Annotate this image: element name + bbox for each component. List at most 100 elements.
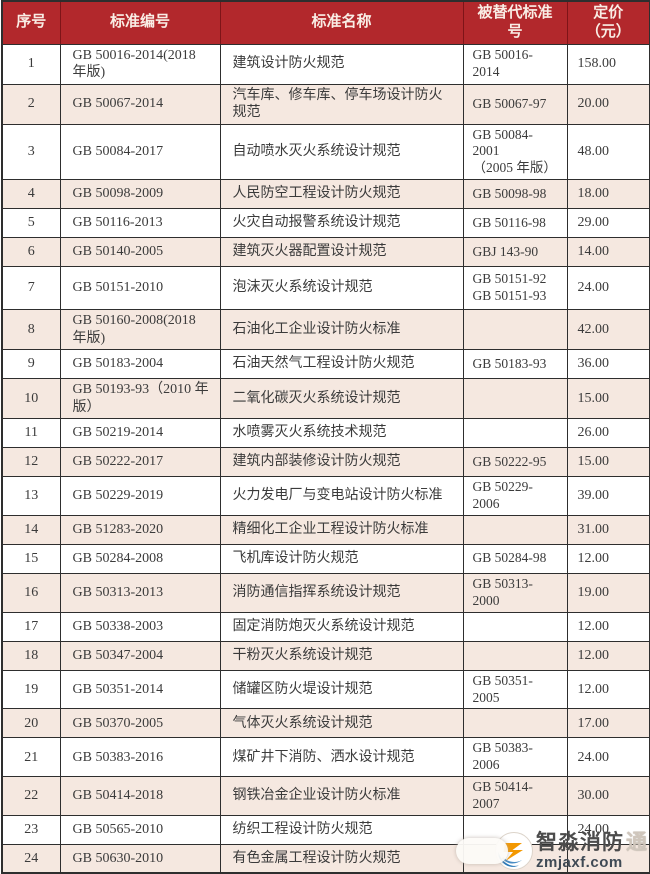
cell-name: 人民防空工程设计防火规范 (219, 179, 464, 210)
cell-name: 泡沫灭火系统设计规范 (219, 266, 464, 311)
cell-name: 纺织工程设计防火规范 (219, 814, 464, 845)
table-row: 5 GB 50116-2013 火灾自动报警系统设计规范 GB 50116-98 29.… (1, 208, 650, 239)
cell-name: 消防通信指挥系统设计规范 (219, 572, 464, 613)
cell-name: 火灾自动报警系统设计规范 (219, 208, 464, 239)
cell-code: GB 50219-2014 (59, 418, 221, 449)
cell-code: GB 50067-2014 (59, 83, 221, 125)
cell-replaced (462, 611, 568, 642)
table-row: 15 GB 50284-2008 飞机库设计防火规范 GB 50284-98 12.00 (1, 543, 650, 574)
cell-replaced (462, 378, 568, 420)
table-row: 16 GB 50313-2013 消防通信指挥系统设计规范 GB 50313-2000… (1, 572, 650, 613)
cell-price: 29.00 (566, 208, 650, 239)
cell-price: 20.00 (566, 83, 650, 125)
watermark-domain: zmjaxf.com (536, 854, 623, 872)
cell-replaced: GB 50151-92 GB 50151-93 (462, 266, 568, 311)
cell-replaced: GB 50098-98 (462, 179, 568, 210)
cell-code: GB 50016-2014(2018 年版) (59, 43, 221, 85)
cell-replaced: GB 50313-2000 (462, 572, 568, 613)
watermark-text: 智淼消防 通 zmjaxf.com (536, 830, 648, 872)
cell-no: 14 (1, 514, 61, 545)
cell-price: 12.00 (566, 669, 650, 710)
watermark-brand-main: 智淼消防 (536, 830, 624, 854)
cell-no: 21 (1, 737, 61, 778)
cell-replaced: GB 50222-95 (462, 447, 568, 478)
cell-name: 二氧化碳灭火系统设计规范 (219, 378, 464, 420)
cell-name: 钢铁冶金企业设计防火标准 (219, 776, 464, 816)
cell-replaced (462, 309, 568, 351)
watermark: 智淼消防 通 zmjaxf.com (456, 831, 648, 871)
cell-price: 17.00 (566, 708, 650, 739)
table-header-row: 序号 标准编号 标准名称 被替代标准号 定价（元） (1, 0, 650, 45)
cell-code: GB 51283-2020 (59, 514, 221, 545)
cell-no: 18 (1, 640, 61, 671)
cell-no: 12 (1, 447, 61, 478)
cloud-icon (456, 838, 508, 865)
table-row: 22 GB 50414-2018 钢铁冶金企业设计防火标准 GB 50414-2007… (1, 776, 650, 816)
cell-price: 12.00 (566, 611, 650, 642)
cell-replaced: GB 50183-93 (462, 349, 568, 380)
cell-code: GB 50229-2019 (59, 476, 221, 516)
cell-price: 15.00 (566, 447, 650, 478)
cell-name: 建筑灭火器配置设计规范 (219, 237, 464, 268)
cell-code: GB 50151-2010 (59, 266, 221, 311)
cell-no: 6 (1, 237, 61, 268)
cell-no: 24 (1, 843, 61, 874)
cell-name: 火力发电厂与变电站设计防火标准 (219, 476, 464, 516)
cell-code: GB 50370-2005 (59, 708, 221, 739)
cell-price: 42.00 (566, 309, 650, 351)
cell-price: 31.00 (566, 514, 650, 545)
cell-code: GB 50351-2014 (59, 669, 221, 710)
cell-replaced (462, 708, 568, 739)
table-row: 8 GB 50160-2008(2018 年版) 石油化工企业设计防火标准 42.00 (1, 309, 650, 351)
cell-no: 8 (1, 309, 61, 351)
cell-name: 储罐区防火堤设计规范 (219, 669, 464, 710)
cell-code: GB 50630-2010 (59, 843, 221, 874)
table-row: 17 GB 50338-2003 固定消防炮灭火系统设计规范 12.00 (1, 611, 650, 642)
cell-replaced: GB 50383-2006 (462, 737, 568, 778)
cell-price: 48.00 (566, 123, 650, 181)
cell-name: 建筑设计防火规范 (219, 43, 464, 85)
cell-name: 煤矿井下消防、洒水设计规范 (219, 737, 464, 778)
cell-price: 39.00 (566, 476, 650, 516)
table-row: 6 GB 50140-2005 建筑灭火器配置设计规范 GBJ 143-90 14.00 (1, 237, 650, 268)
cell-replaced: GB 50016-2014 (462, 43, 568, 85)
cell-code: GB 50565-2010 (59, 814, 221, 845)
cell-code: GB 50338-2003 (59, 611, 221, 642)
cell-name: 石油天然气工程设计防火规范 (219, 349, 464, 380)
cell-replaced: GB 50351-2005 (462, 669, 568, 710)
cell-price: 19.00 (566, 572, 650, 613)
table-row: 7 GB 50151-2010 泡沫灭火系统设计规范 GB 50151-92 GB 5… (1, 266, 650, 311)
table-row: 9 GB 50183-2004 石油天然气工程设计防火规范 GB 50183-93 36… (1, 349, 650, 380)
table-row: 12 GB 50222-2017 建筑内部装修设计防火规范 GB 50222-95 15… (1, 447, 650, 478)
cell-price: 14.00 (566, 237, 650, 268)
cell-code: GB 50183-2004 (59, 349, 221, 380)
cell-name: 石油化工企业设计防火标准 (219, 309, 464, 351)
cell-code: GB 50140-2005 (59, 237, 221, 268)
cell-replaced (462, 418, 568, 449)
cell-code: GB 50414-2018 (59, 776, 221, 816)
cell-price: 26.00 (566, 418, 650, 449)
cell-no: 19 (1, 669, 61, 710)
cell-name: 飞机库设计防火规范 (219, 543, 464, 574)
cell-no: 5 (1, 208, 61, 239)
table-row: 21 GB 50383-2016 煤矿井下消防、洒水设计规范 GB 50383-200… (1, 737, 650, 778)
cell-code: GB 50116-2013 (59, 208, 221, 239)
table-header: 序号 标准编号 标准名称 被替代标准号 定价（元） (1, 0, 650, 45)
cell-name: 气体灭火系统设计规范 (219, 708, 464, 739)
cell-no: 2 (1, 83, 61, 125)
cell-code: GB 50098-2009 (59, 179, 221, 210)
cell-price: 15.00 (566, 378, 650, 420)
column-header-code: 标准编号 (59, 0, 221, 45)
table-row: 11 GB 50219-2014 水喷雾灭火系统技术规范 26.00 (1, 418, 650, 449)
cell-name: 水喷雾灭火系统技术规范 (219, 418, 464, 449)
table-row: 2 GB 50067-2014 汽车库、修车库、停车场设计防火规范 GB 50067-… (1, 83, 650, 125)
cell-code: GB 50084-2017 (59, 123, 221, 181)
cell-no: 10 (1, 378, 61, 420)
cell-code: GB 50193-93（2010 年版） (59, 378, 221, 420)
cell-no: 3 (1, 123, 61, 181)
cell-code: GB 50383-2016 (59, 737, 221, 778)
column-header-name: 标准名称 (219, 0, 464, 45)
cell-no: 4 (1, 179, 61, 210)
cell-price: 12.00 (566, 543, 650, 574)
cell-price: 30.00 (566, 776, 650, 816)
